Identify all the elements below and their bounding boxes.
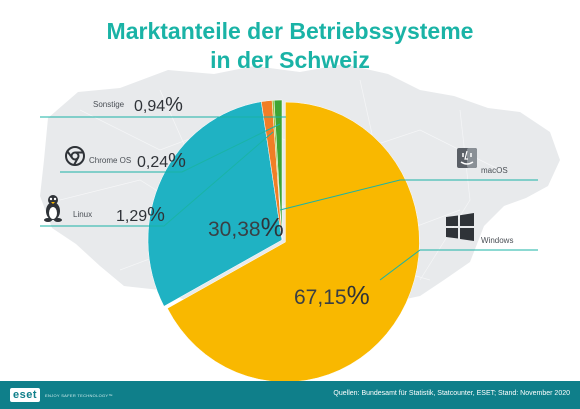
leader-line-windows <box>379 249 538 281</box>
pie-slice-windows <box>167 101 420 383</box>
leader-line-macos <box>279 179 538 211</box>
value-sonstige-number: 0,94 <box>134 98 166 115</box>
label-windows: Windows <box>481 236 514 245</box>
pie-slice-sonstige <box>273 99 283 241</box>
pie-chart <box>147 99 420 383</box>
value-sonstige-unit: % <box>165 94 183 116</box>
value-linux: 1,29% <box>116 204 165 227</box>
chrome-icon <box>65 146 85 166</box>
label-sonstige: Sonstige <box>93 100 125 109</box>
leader-line-linux <box>40 131 274 227</box>
value-windows-unit: % <box>346 280 370 310</box>
footer-bar: eset ENJOY SAFER TECHNOLOGY™ Quellen: Bu… <box>0 381 580 409</box>
sources-note: Quellen: Bundesamt für Statistik, Statco… <box>333 390 570 397</box>
eset-logo-mark: eset <box>10 388 41 402</box>
value-macos-unit: % <box>260 212 284 242</box>
value-windows-number: 67,15 <box>294 286 347 309</box>
callout-lines <box>40 116 538 281</box>
leader-line-chrome-os <box>60 123 281 173</box>
value-chrome-os-number: 0,24 <box>137 154 169 171</box>
chart-title-line-1: Marktanteile der Betriebssysteme <box>106 18 474 44</box>
value-chrome-os-unit: % <box>168 150 186 172</box>
eset-claim: ENJOY SAFER TECHNOLOGY™ <box>45 392 113 398</box>
value-macos: 30,38% <box>208 212 284 243</box>
value-windows: 67,15% <box>294 280 370 311</box>
label-linux: Linux <box>73 210 93 219</box>
value-sonstige: 0,94% <box>134 94 183 117</box>
eset-logo: eset ENJOY SAFER TECHNOLOGY™ <box>10 388 113 402</box>
label-macos: macOS <box>481 166 508 175</box>
tux-penguin-icon <box>44 195 62 222</box>
value-chrome-os: 0,24% <box>137 150 186 173</box>
apple-finder-icon <box>457 148 477 168</box>
value-macos-number: 30,38 <box>208 218 261 241</box>
chart-title-line-2: in der Schweiz <box>210 47 370 73</box>
label-chrome-os: Chrome OS <box>89 156 132 165</box>
windows-icon <box>446 213 474 241</box>
value-linux-unit: % <box>147 204 165 226</box>
value-linux-number: 1,29 <box>116 208 148 225</box>
